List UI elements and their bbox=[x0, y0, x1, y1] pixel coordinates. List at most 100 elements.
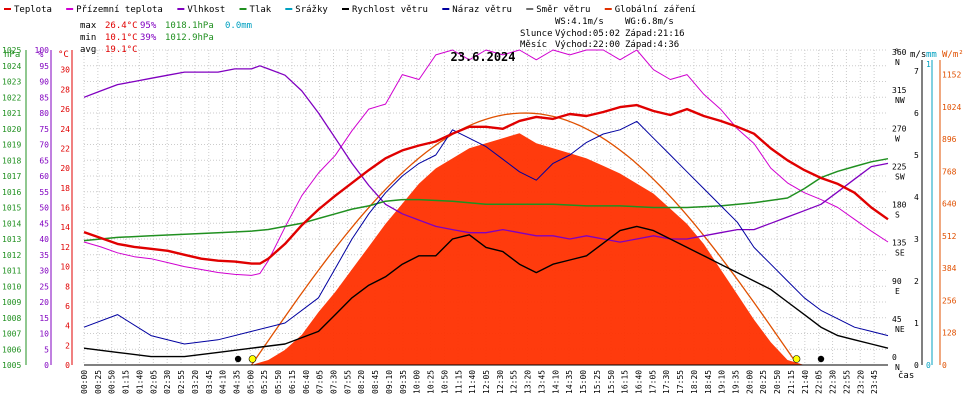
pressure-tick-label: 1020 bbox=[2, 125, 21, 134]
direction-tick-label: W bbox=[895, 134, 900, 143]
legend-label: Vlhkost bbox=[187, 5, 225, 15]
humidity-tick-label: 50 bbox=[39, 204, 49, 213]
x-tick-label: 00:25 bbox=[94, 370, 103, 394]
humidity-tick-label: 55 bbox=[39, 188, 49, 197]
temperature-tick-label: 6 bbox=[65, 302, 70, 311]
wind-tick-label: 4 bbox=[914, 193, 919, 202]
x-tick-label: 17:05 bbox=[648, 370, 657, 394]
pressure-tick-label: 1021 bbox=[2, 109, 21, 118]
moonrise-marker bbox=[817, 355, 825, 363]
x-tick-label: 12:30 bbox=[496, 370, 505, 394]
humidity-tick-label: 65 bbox=[39, 156, 49, 165]
info-wg: WG:6.8m/s bbox=[625, 17, 674, 27]
direction-tick-label: E bbox=[895, 287, 900, 296]
legend-label: Směr větru bbox=[536, 5, 590, 15]
info-moon-rise: Východ:22:00 bbox=[555, 40, 620, 50]
wind-tick-label: 3 bbox=[914, 235, 919, 244]
humidity-tick-label: 45 bbox=[39, 219, 49, 228]
temperature-axis-unit: °C bbox=[58, 50, 69, 60]
temperature-tick-label: 30 bbox=[60, 66, 70, 75]
x-tick-label: 20:00 bbox=[745, 370, 754, 394]
x-tick-label: 23:20 bbox=[856, 370, 865, 394]
pressure-tick-label: 1005 bbox=[2, 361, 21, 370]
legend-label: Tlak bbox=[250, 5, 272, 15]
x-tick-label: 14:10 bbox=[551, 370, 560, 394]
x-tick-label: 05:50 bbox=[274, 370, 283, 394]
temperature-tick-label: 14 bbox=[60, 223, 70, 232]
humidity-tick-label: 80 bbox=[39, 109, 49, 118]
stat-avg-temp: 19.1°C bbox=[105, 45, 138, 55]
direction-tick-label: 45 bbox=[892, 315, 902, 324]
x-tick-label: 02:55 bbox=[177, 370, 186, 394]
direction-tick-label: N bbox=[895, 363, 900, 372]
info-sun-label: Slunce bbox=[520, 29, 553, 39]
x-tick-label: 00:00 bbox=[80, 370, 89, 394]
x-tick-label: 16:40 bbox=[634, 370, 643, 394]
direction-tick-label: 135 bbox=[892, 239, 907, 248]
x-tick-label: 01:15 bbox=[122, 370, 131, 394]
pressure-tick-label: 1018 bbox=[2, 156, 21, 165]
solar-tick-label: 128 bbox=[942, 329, 957, 338]
x-axis-unit: čas bbox=[898, 370, 914, 381]
x-tick-label: 00:50 bbox=[108, 370, 117, 394]
humidity-tick-label: 15 bbox=[39, 314, 49, 323]
pressure-tick-label: 1011 bbox=[2, 267, 21, 276]
x-tick-label: 05:25 bbox=[260, 370, 269, 394]
stat-max-temp: 26.4°C bbox=[105, 21, 138, 31]
wind-axis-unit: m/s bbox=[910, 50, 926, 60]
dew-point-line bbox=[83, 49, 889, 276]
x-tick-label: 18:20 bbox=[690, 370, 699, 394]
solar-tick-label: 512 bbox=[942, 232, 957, 241]
sunrise-marker bbox=[248, 355, 257, 363]
wind-tick-label: 0 bbox=[914, 361, 919, 370]
rain-axis-unit: mm bbox=[926, 50, 937, 60]
direction-tick-label: NE bbox=[895, 325, 905, 334]
pressure-tick-label: 1016 bbox=[2, 188, 21, 197]
pressure-tick-label: 1013 bbox=[2, 235, 21, 244]
humidity-tick-label: 70 bbox=[39, 141, 49, 150]
x-tick-label: 17:55 bbox=[676, 370, 685, 394]
x-tick-label: 10:25 bbox=[427, 370, 436, 394]
stat-min-hum: 39% bbox=[140, 33, 157, 43]
humidity-tick-label: 40 bbox=[39, 235, 49, 244]
x-tick-label: 11:40 bbox=[468, 370, 477, 394]
temperature-tick-label: 8 bbox=[65, 282, 70, 291]
x-tick-label: 20:25 bbox=[759, 370, 768, 394]
legend-label: Náraz větru bbox=[452, 5, 512, 15]
solar-tick-label: 640 bbox=[942, 200, 957, 209]
temperature-tick-label: 12 bbox=[60, 243, 70, 252]
x-tick-label: 22:30 bbox=[829, 370, 838, 394]
x-tick-label: 06:15 bbox=[288, 370, 297, 394]
rain-tick-label: 1 bbox=[926, 60, 931, 69]
temperature-line bbox=[83, 103, 889, 265]
humidity-tick-label: 10 bbox=[39, 330, 49, 339]
humidity-tick-label: 20 bbox=[39, 298, 49, 307]
direction-tick-label: NW bbox=[895, 96, 905, 105]
humidity-tick-label: 95 bbox=[39, 62, 49, 71]
x-tick-label: 10:00 bbox=[413, 370, 422, 394]
pressure-tick-label: 1025 bbox=[2, 46, 21, 55]
temperature-tick-label: 20 bbox=[60, 164, 70, 173]
pressure-tick-label: 1015 bbox=[2, 204, 21, 213]
pressure-line bbox=[83, 157, 889, 242]
x-tick-label: 02:05 bbox=[149, 370, 158, 394]
humidity-tick-label: 30 bbox=[39, 267, 49, 276]
legend-label: Teplota bbox=[14, 5, 52, 15]
wind-tick-label: 7 bbox=[914, 67, 919, 76]
direction-tick-label: 315 bbox=[892, 86, 907, 95]
direction-tick-label: SE bbox=[895, 249, 905, 258]
wind-tick-label: 5 bbox=[914, 151, 919, 160]
solar-tick-label: 1152 bbox=[942, 71, 961, 80]
chart-title: 23.6.2024 bbox=[450, 50, 515, 64]
stat-avg-label: avg bbox=[80, 45, 96, 55]
x-tick-label: 20:50 bbox=[773, 370, 782, 394]
temperature-tick-label: 10 bbox=[60, 263, 70, 272]
legend-label: Rychlost větru bbox=[352, 5, 428, 15]
humidity-tick-label: 100 bbox=[35, 46, 50, 55]
series-lines bbox=[83, 49, 889, 363]
x-tick-label: 06:40 bbox=[302, 370, 311, 394]
direction-tick-label: 0 bbox=[892, 353, 897, 362]
x-tick-label: 19:35 bbox=[732, 370, 741, 394]
x-tick-label: 13:45 bbox=[537, 370, 546, 394]
x-tick-label: 12:55 bbox=[510, 370, 519, 394]
